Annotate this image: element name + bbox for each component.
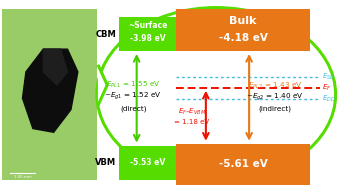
Text: ~$E_{g1}$ = 1.52 eV: ~$E_{g1}$ = 1.52 eV [104, 91, 162, 102]
Text: -3.98 eV: -3.98 eV [130, 34, 166, 43]
Text: -4.18 eV: -4.18 eV [219, 33, 267, 43]
Text: ~$E_{g2}$ = 1.40 eV: ~$E_{g2}$ = 1.40 eV [246, 92, 304, 103]
Bar [2, 9, 97, 180]
Text: $E_{PL2}$ = 1.43 eV: $E_{PL2}$ = 1.43 eV [248, 81, 302, 91]
Bar [176, 9, 310, 51]
Text: CBM: CBM [95, 29, 116, 39]
Text: -5.61 eV: -5.61 eV [219, 160, 267, 169]
Bar [119, 17, 176, 51]
Text: $E_{PL1}$ = 1.55 eV: $E_{PL1}$ = 1.55 eV [106, 80, 161, 90]
Text: $E_F – E_{VBM}$
= 1.18 eV: $E_F – E_{VBM}$ = 1.18 eV [174, 107, 210, 125]
Polygon shape [22, 49, 78, 132]
Bar [119, 146, 176, 180]
Polygon shape [99, 66, 107, 104]
Text: (indirect): (indirect) [258, 105, 292, 112]
Text: (direct): (direct) [120, 105, 146, 112]
Text: -5.53 eV: -5.53 eV [130, 158, 165, 167]
Text: $E_F$: $E_F$ [322, 83, 331, 93]
Text: 1.00 mm: 1.00 mm [13, 175, 31, 179]
Bar [176, 144, 310, 185]
Text: $E_{SD}$: $E_{SD}$ [322, 71, 335, 82]
Text: ~Surface: ~Surface [128, 21, 167, 30]
Polygon shape [43, 49, 67, 85]
Text: $E_{DD}$: $E_{DD}$ [322, 94, 336, 104]
Text: VBM: VBM [95, 158, 116, 167]
Text: Bulk: Bulk [229, 16, 257, 26]
